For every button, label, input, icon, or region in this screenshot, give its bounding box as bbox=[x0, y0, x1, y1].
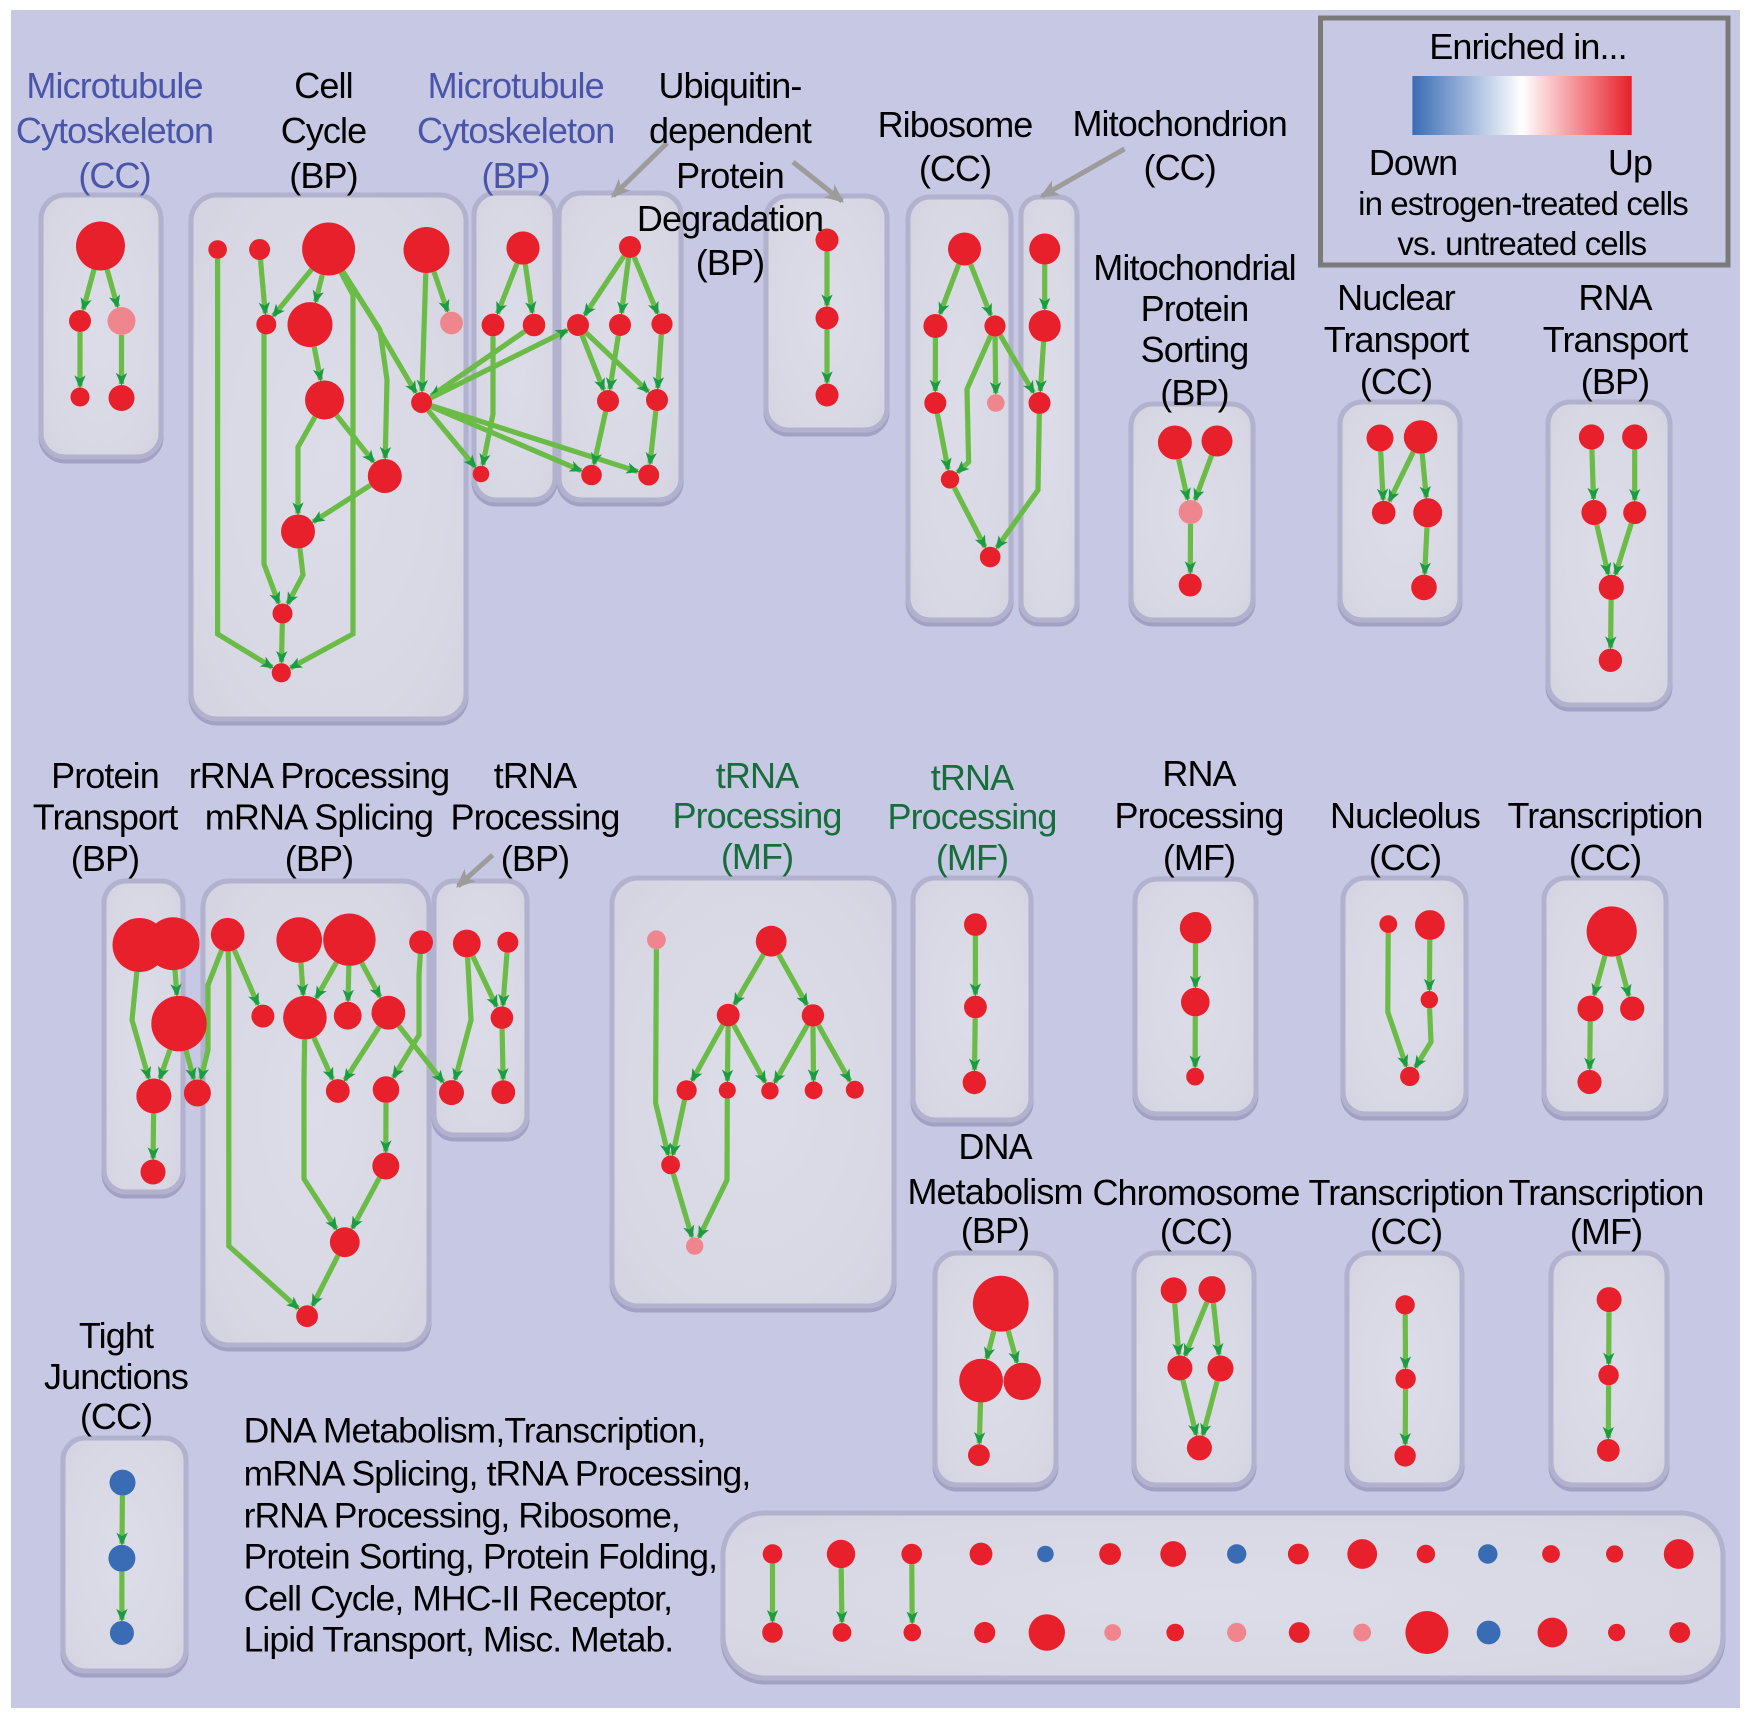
svg-text:Protein: Protein bbox=[1141, 288, 1249, 329]
svg-text:(CC): (CC) bbox=[80, 1396, 152, 1437]
svg-text:(MF): (MF) bbox=[1570, 1211, 1642, 1252]
svg-text:(CC): (CC) bbox=[1370, 1211, 1442, 1252]
svg-text:(CC): (CC) bbox=[919, 148, 991, 189]
svg-text:Protein: Protein bbox=[51, 755, 159, 796]
svg-text:(BP): (BP) bbox=[1581, 361, 1649, 402]
svg-text:(CC): (CC) bbox=[1360, 361, 1432, 402]
svg-text:Sorting: Sorting bbox=[1141, 329, 1249, 370]
svg-text:Processing: Processing bbox=[887, 796, 1056, 837]
svg-text:DNA: DNA bbox=[958, 1126, 1032, 1167]
svg-text:Mitochondrial: Mitochondrial bbox=[1093, 247, 1295, 288]
svg-text:Transcription: Transcription bbox=[1508, 1172, 1703, 1213]
svg-text:Cycle: Cycle bbox=[281, 110, 367, 151]
svg-text:Microtubule: Microtubule bbox=[428, 65, 604, 106]
svg-text:(BP): (BP) bbox=[1160, 372, 1228, 413]
svg-text:mRNA Splicing: mRNA Splicing bbox=[205, 797, 433, 838]
svg-text:Cytoskeleton: Cytoskeleton bbox=[417, 110, 614, 151]
svg-text:(BP): (BP) bbox=[481, 155, 549, 196]
svg-text:(MF): (MF) bbox=[721, 836, 793, 877]
svg-text:(BP): (BP) bbox=[71, 838, 139, 879]
svg-text:Nucleolus: Nucleolus bbox=[1330, 795, 1480, 836]
svg-text:Metabolism: Metabolism bbox=[907, 1171, 1082, 1212]
svg-text:Microtubule: Microtubule bbox=[26, 65, 202, 106]
svg-text:Cytoskeleton: Cytoskeleton bbox=[16, 110, 213, 151]
svg-text:(CC): (CC) bbox=[1369, 837, 1441, 878]
svg-text:RNA: RNA bbox=[1578, 277, 1652, 318]
svg-text:tRNA: tRNA bbox=[494, 755, 577, 796]
svg-text:DNA Metabolism,Transcription,: DNA Metabolism,Transcription, bbox=[244, 1411, 706, 1451]
svg-text:Processing: Processing bbox=[672, 795, 841, 836]
svg-text:tRNA: tRNA bbox=[716, 755, 799, 796]
svg-text:Degradation: Degradation bbox=[637, 198, 823, 239]
svg-text:Cell Cycle, MHC-II Receptor,: Cell Cycle, MHC-II Receptor, bbox=[244, 1579, 673, 1619]
svg-text:dependent: dependent bbox=[649, 110, 812, 151]
svg-text:mRNA Splicing, tRNA Processing: mRNA Splicing, tRNA Processing, bbox=[244, 1454, 751, 1494]
svg-text:Ubiquitin-: Ubiquitin- bbox=[658, 65, 801, 106]
svg-text:in estrogen-treated cells: in estrogen-treated cells bbox=[1358, 185, 1688, 222]
svg-text:Transport: Transport bbox=[1543, 319, 1689, 360]
svg-text:(BP): (BP) bbox=[289, 155, 357, 196]
svg-text:Up: Up bbox=[1608, 142, 1652, 183]
svg-text:Protein: Protein bbox=[676, 155, 784, 196]
svg-text:(CC): (CC) bbox=[78, 155, 150, 196]
svg-text:Chromosome: Chromosome bbox=[1092, 1172, 1299, 1213]
svg-text:(MF): (MF) bbox=[1163, 837, 1235, 878]
svg-text:Down: Down bbox=[1369, 142, 1457, 183]
svg-text:RNA: RNA bbox=[1162, 753, 1236, 794]
svg-text:vs. untreated cells: vs. untreated cells bbox=[1397, 225, 1646, 262]
svg-text:Transport: Transport bbox=[1324, 319, 1470, 360]
svg-text:(CC): (CC) bbox=[1144, 147, 1216, 188]
svg-text:(BP): (BP) bbox=[285, 838, 353, 879]
svg-text:Junctions: Junctions bbox=[44, 1356, 188, 1397]
svg-text:Transcription: Transcription bbox=[1308, 1172, 1503, 1213]
svg-text:Nuclear: Nuclear bbox=[1337, 277, 1456, 318]
svg-text:Processing: Processing bbox=[1114, 795, 1283, 836]
svg-text:(CC): (CC) bbox=[1569, 837, 1641, 878]
svg-text:Cell: Cell bbox=[294, 65, 352, 106]
svg-text:Processing: Processing bbox=[450, 797, 619, 838]
svg-text:Transport: Transport bbox=[33, 797, 179, 838]
svg-text:(CC): (CC) bbox=[1160, 1211, 1232, 1252]
svg-text:Ribosome: Ribosome bbox=[878, 104, 1033, 145]
svg-text:(BP): (BP) bbox=[696, 242, 764, 283]
svg-text:(BP): (BP) bbox=[501, 838, 569, 879]
svg-text:Mitochondrion: Mitochondrion bbox=[1072, 103, 1286, 144]
svg-text:Transcription: Transcription bbox=[1507, 795, 1702, 836]
svg-text:rRNA Processing: rRNA Processing bbox=[189, 755, 450, 796]
svg-text:rRNA Processing, Ribosome,: rRNA Processing, Ribosome, bbox=[244, 1496, 680, 1536]
svg-text:Tight: Tight bbox=[79, 1315, 154, 1356]
svg-text:Enriched in...: Enriched in... bbox=[1429, 26, 1627, 67]
svg-text:(BP): (BP) bbox=[961, 1210, 1029, 1251]
svg-text:Lipid Transport, Misc. Metab.: Lipid Transport, Misc. Metab. bbox=[244, 1620, 674, 1660]
svg-text:(MF): (MF) bbox=[936, 837, 1008, 878]
svg-text:Protein Sorting, Protein Foldi: Protein Sorting, Protein Folding, bbox=[244, 1537, 717, 1577]
svg-text:tRNA: tRNA bbox=[931, 757, 1014, 798]
